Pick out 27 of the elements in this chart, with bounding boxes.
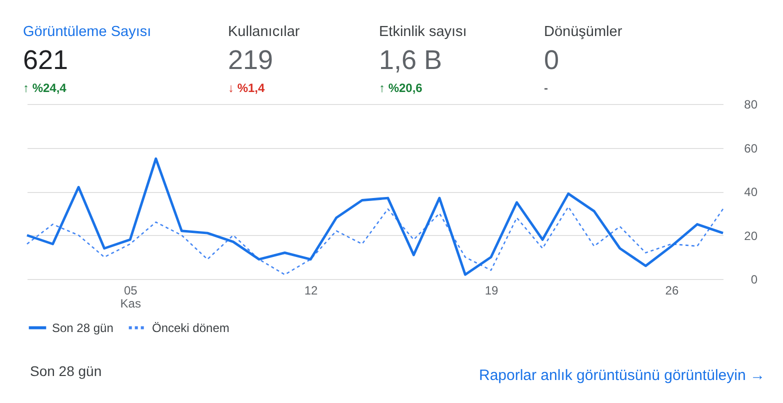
text: 0 bbox=[544, 45, 560, 75]
text: Görüntüleme Sayısı bbox=[23, 24, 152, 40]
x-tick-label: 05 Kas bbox=[120, 284, 141, 310]
y-tick-label: 80 bbox=[744, 98, 758, 112]
text: ↓ %1,4 bbox=[228, 81, 266, 95]
text: - bbox=[544, 81, 548, 95]
x-tick-label: 26 bbox=[665, 284, 679, 298]
y-tick-label: 0 bbox=[750, 272, 758, 286]
y-tick-label: 60 bbox=[744, 141, 758, 156]
text: Raporlar anlık görüntüsünü görüntüleyin → bbox=[478, 367, 765, 384]
text: Kullanıcılar bbox=[228, 24, 300, 40]
x-tick-label: 12 bbox=[304, 284, 318, 298]
line-series bbox=[26, 206, 724, 276]
text: Son 28 gün bbox=[30, 363, 102, 379]
legend-label: Önceki dönem bbox=[152, 320, 230, 335]
text: Dönüşümler bbox=[544, 24, 622, 40]
text: 1,6 B bbox=[379, 45, 442, 75]
text: 621 bbox=[23, 45, 68, 75]
text: ↑ %24,4 bbox=[23, 81, 67, 95]
line-series bbox=[26, 157, 724, 276]
y-tick-label: 20 bbox=[744, 228, 758, 243]
text: Etkinlik sayısı bbox=[379, 24, 467, 40]
text: ↑ %20,6 bbox=[379, 81, 423, 95]
y-tick-label: 40 bbox=[744, 185, 758, 199]
x-tick-label: 19 bbox=[484, 284, 498, 298]
text: 219 bbox=[228, 45, 274, 75]
legend-label: Son 28 gün bbox=[52, 320, 114, 335]
